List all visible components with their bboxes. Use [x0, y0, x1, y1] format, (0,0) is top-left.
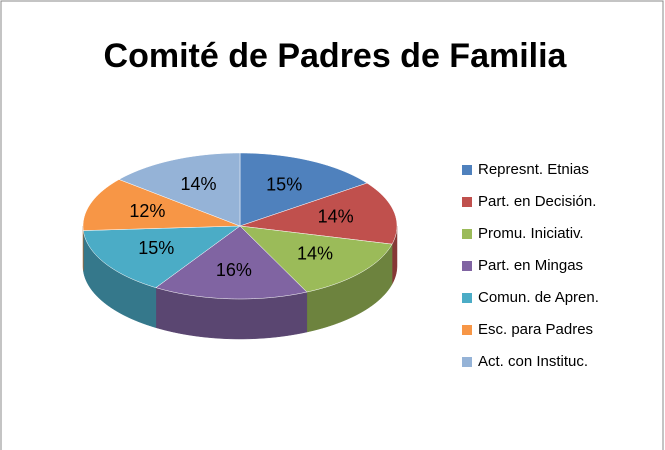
legend-swatch	[462, 197, 472, 207]
slice	[155, 225, 308, 300]
slice	[82, 179, 241, 231]
legend-swatch	[462, 165, 472, 175]
slice	[239, 152, 368, 227]
legend-swatch	[462, 293, 472, 303]
legend-label: Promu. Iniciativ.	[478, 225, 584, 242]
data-label: 14%	[297, 244, 333, 264]
legend-label: Act. con Instituc.	[478, 353, 588, 370]
slice	[83, 225, 241, 288]
slice	[118, 152, 241, 227]
data-label: 15%	[266, 174, 302, 194]
legend-label: Part. en Decisión.	[478, 193, 596, 210]
data-label: 14%	[318, 206, 354, 226]
legend-label: Part. en Mingas	[478, 257, 583, 274]
data-label: 16%	[216, 260, 252, 280]
legend-swatch	[462, 229, 472, 239]
legend-label: Represnt. Etnias	[478, 161, 589, 178]
legend-label: Comun. de Apren.	[478, 289, 599, 306]
slice	[239, 225, 393, 293]
legend-swatch	[462, 261, 472, 271]
legend-label: Esc. para Padres	[478, 321, 593, 338]
chart-title: Comité de Padres de Familia	[104, 37, 568, 75]
data-label: 15%	[138, 238, 174, 258]
slice	[239, 182, 398, 245]
data-label: 12%	[129, 201, 165, 221]
legend-swatch	[462, 325, 472, 335]
data-label: 14%	[181, 174, 217, 194]
legend-swatch	[462, 357, 472, 367]
